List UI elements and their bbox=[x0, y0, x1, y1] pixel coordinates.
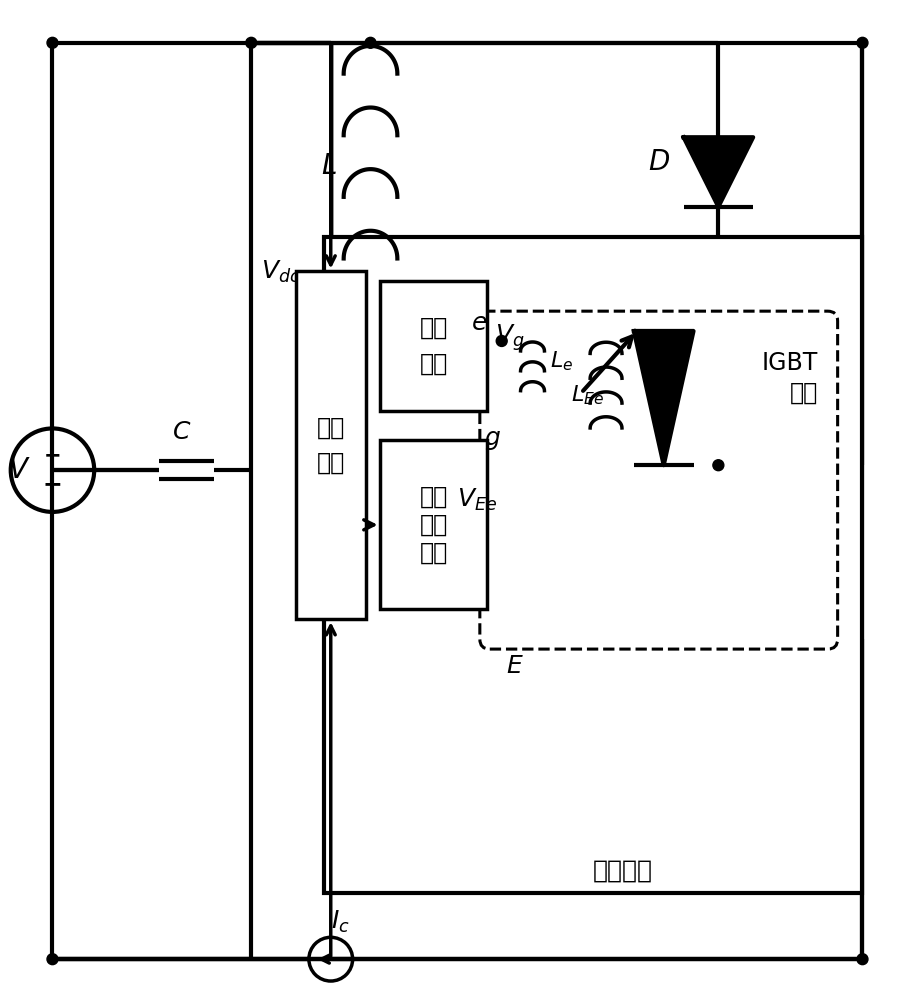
Text: $D$: $D$ bbox=[648, 148, 669, 176]
Text: 采样: 采样 bbox=[317, 415, 345, 439]
Text: $V_{Ee}$: $V_{Ee}$ bbox=[457, 487, 497, 513]
Text: e: e bbox=[473, 311, 488, 335]
Text: $C$: $C$ bbox=[172, 420, 191, 444]
Text: 驱动: 驱动 bbox=[420, 316, 448, 340]
Polygon shape bbox=[684, 137, 753, 207]
Circle shape bbox=[857, 37, 868, 48]
Text: g: g bbox=[483, 426, 500, 450]
Text: 单元: 单元 bbox=[317, 451, 345, 475]
Text: $I_c$: $I_c$ bbox=[331, 908, 350, 935]
Bar bbox=[296, 271, 366, 619]
Text: +: + bbox=[44, 446, 62, 466]
Text: $I_L$: $I_L$ bbox=[393, 412, 411, 439]
Text: 模块: 模块 bbox=[789, 381, 818, 405]
Circle shape bbox=[713, 460, 724, 471]
Text: 结温: 结温 bbox=[420, 485, 448, 509]
Text: $V_{dc}$: $V_{dc}$ bbox=[261, 258, 301, 285]
Bar bbox=[324, 237, 863, 893]
Text: $V$: $V$ bbox=[8, 456, 31, 484]
Circle shape bbox=[47, 954, 58, 965]
Text: $V_g$: $V_g$ bbox=[494, 323, 524, 353]
Circle shape bbox=[47, 37, 58, 48]
Text: $L_e$: $L_e$ bbox=[551, 349, 573, 373]
Text: E: E bbox=[507, 654, 522, 678]
Text: IGBT: IGBT bbox=[761, 351, 818, 375]
Circle shape bbox=[496, 336, 507, 346]
Text: $L$: $L$ bbox=[321, 152, 336, 180]
Text: $L_{Ee}$: $L_{Ee}$ bbox=[571, 384, 604, 407]
Circle shape bbox=[857, 954, 868, 965]
Polygon shape bbox=[634, 331, 694, 465]
Circle shape bbox=[365, 37, 376, 48]
Text: 检测: 检测 bbox=[420, 513, 448, 537]
Bar bbox=[380, 281, 487, 411]
Circle shape bbox=[246, 37, 257, 48]
Bar bbox=[380, 440, 487, 609]
Text: 单元: 单元 bbox=[420, 541, 448, 565]
Text: 温控单元: 温控单元 bbox=[593, 859, 653, 883]
Text: −: − bbox=[43, 472, 63, 496]
Text: 单元: 单元 bbox=[420, 352, 448, 376]
